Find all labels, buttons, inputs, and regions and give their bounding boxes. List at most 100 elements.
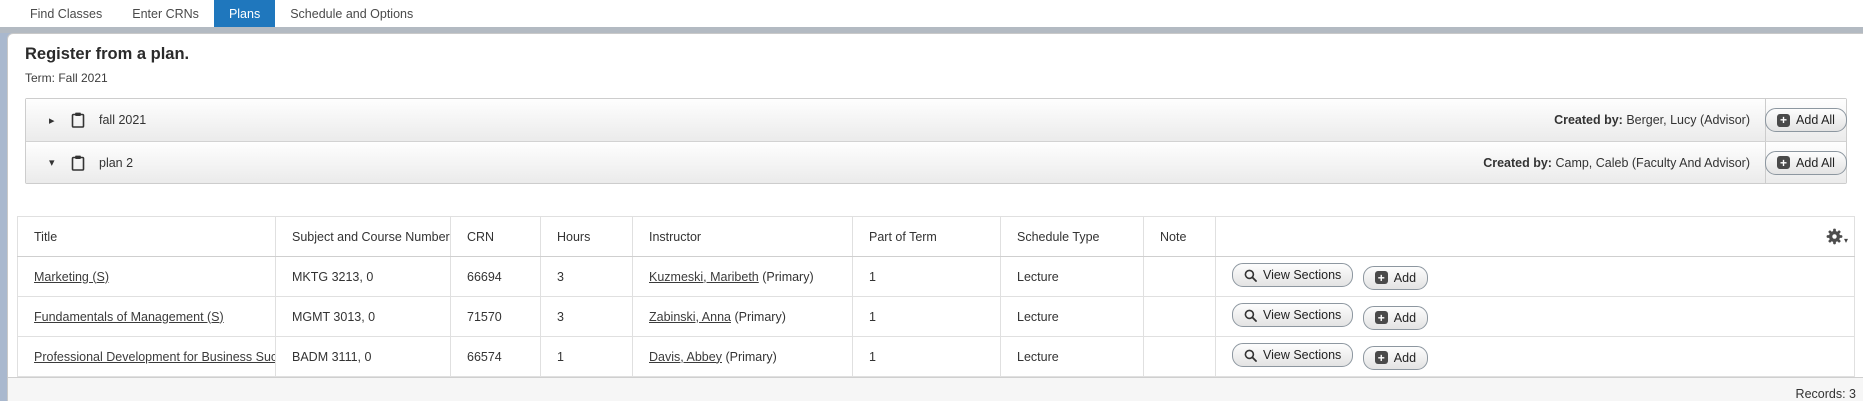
col-title: Title <box>17 216 276 257</box>
add-all-label: Add All <box>1796 155 1835 170</box>
view-sections-label: View Sections <box>1263 348 1342 363</box>
add-all-button[interactable]: + Add All <box>1765 150 1847 175</box>
schedule-type-cell: Lecture <box>1000 256 1144 297</box>
clipboard-icon <box>71 155 85 171</box>
hours-cell: 3 <box>540 296 633 337</box>
gear-icon[interactable] <box>1826 228 1843 245</box>
created-by-value: Berger, Lucy (Advisor) <box>1626 113 1750 127</box>
records-count: Records: 3 <box>1795 387 1856 401</box>
table-settings-control[interactable]: ▾ <box>1826 228 1848 245</box>
course-title-link[interactable]: Professional Development for Business Su… <box>34 349 276 364</box>
view-sections-button[interactable]: View Sections <box>1232 263 1354 288</box>
crn-cell: 66574 <box>450 336 541 377</box>
plus-icon: + <box>1374 351 1388 365</box>
plus-icon: + <box>1777 156 1791 169</box>
plus-icon: + <box>1777 113 1791 127</box>
tab-plans[interactable]: Plans <box>213 0 276 27</box>
schedule-type-cell: Lecture <box>1000 336 1144 377</box>
part-of-term-cell: 1 <box>852 336 1001 377</box>
created-by-value: Camp, Caleb (Faculty And Advisor) <box>1555 155 1750 170</box>
view-sections-label: View Sections <box>1263 268 1342 283</box>
created-by-label: Created by: <box>1483 155 1552 170</box>
col-schedule-type: Schedule Type <box>1000 216 1144 257</box>
view-sections-button[interactable]: View Sections <box>1232 303 1354 328</box>
col-instructor: Instructor <box>632 216 853 257</box>
chevron-down-icon: ▾ <box>1843 236 1848 245</box>
part-of-term-cell: 1 <box>852 256 1001 297</box>
course-title-link[interactable]: Marketing (S) <box>34 269 110 284</box>
tab-enter-crns[interactable]: Enter CRNs <box>132 6 199 21</box>
search-icon <box>1244 269 1257 282</box>
table-footer: Records: 3 <box>8 377 1863 401</box>
tab-find-classes[interactable]: Find Classes <box>30 6 103 21</box>
registration-tab-bar: Find Classes Enter CRNs Plans Schedule a… <box>0 0 1863 27</box>
actions-cell: View Sections + Add <box>1215 336 1855 377</box>
tab-bar-divider <box>0 27 1863 33</box>
col-crn: CRN <box>450 216 541 257</box>
actions-cell: View Sections + Add <box>1215 256 1855 297</box>
instructor-cell: Davis, Abbey (Primary) <box>632 336 853 377</box>
view-sections-button[interactable]: View Sections <box>1232 343 1354 368</box>
plan-header-fall-2021[interactable]: ▸ fall 2021 Created by: Berger, Lucy (Ad… <box>26 99 1847 141</box>
col-actions: ▾ <box>1215 216 1855 257</box>
expanded-triangle-icon[interactable]: ▾ <box>49 157 55 169</box>
created-by-text: Created by: Berger, Lucy (Advisor) <box>1554 113 1765 127</box>
instructor-cell: Kuzmeski, Maribeth (Primary) <box>632 256 853 297</box>
subject-course-cell: MKTG 3213, 0 <box>275 256 451 297</box>
plan-header-plan-2[interactable]: ▾ plan 2 Created by: Camp, Caleb (Facult… <box>26 141 1847 183</box>
schedule-type-cell: Lecture <box>1000 296 1144 337</box>
hours-cell: 1 <box>540 336 633 377</box>
table-row: Professional Development for Business Su… <box>17 336 1855 377</box>
plans-accordion: ▸ fall 2021 Created by: Berger, Lucy (Ad… <box>25 98 1847 184</box>
subject-course-cell: MGMT 3013, 0 <box>275 296 451 337</box>
actions-cell: View Sections + Add <box>1215 296 1855 337</box>
instructor-link[interactable]: Kuzmeski, Maribeth <box>649 269 759 284</box>
course-title-link[interactable]: Fundamentals of Management (S) <box>34 309 224 324</box>
col-hours: Hours <box>540 216 633 257</box>
instructor-role: (Primary) <box>762 269 814 284</box>
part-of-term-cell: 1 <box>852 296 1001 337</box>
instructor-cell: Zabinski, Anna (Primary) <box>632 296 853 337</box>
col-subject-course: Subject and Course Number <box>275 216 451 257</box>
add-label: Add <box>1393 350 1417 365</box>
add-all-button[interactable]: + Add All <box>1765 108 1847 132</box>
note-cell <box>1143 336 1216 377</box>
add-label: Add <box>1393 270 1417 285</box>
created-by-label: Created by: <box>1554 113 1623 127</box>
instructor-role: (Primary) <box>725 349 777 364</box>
add-button[interactable]: + Add <box>1362 265 1429 290</box>
add-button[interactable]: + Add <box>1362 345 1429 370</box>
plan-courses-table: Title Subject and Course Number CRN Hour… <box>17 216 1855 377</box>
register-from-plan-panel: Register from a plan. Term: Fall 2021 ▸ … <box>7 33 1863 401</box>
table-row: Fundamentals of Management (S) MGMT 3013… <box>17 296 1855 337</box>
note-cell <box>1143 296 1216 337</box>
hours-cell: 3 <box>540 256 633 297</box>
search-icon <box>1244 349 1257 362</box>
subject-course-cell: BADM 3111, 0 <box>275 336 451 377</box>
collapsed-triangle-icon[interactable]: ▸ <box>49 114 55 127</box>
search-icon <box>1244 309 1257 322</box>
note-cell <box>1143 256 1216 297</box>
plus-icon: + <box>1374 271 1388 285</box>
table-row: Marketing (S) MKTG 3213, 0 66694 3 Kuzme… <box>17 256 1855 297</box>
plan-courses-table-wrap: Title Subject and Course Number CRN Hour… <box>17 216 1855 377</box>
crn-cell: 66694 <box>450 256 541 297</box>
term-label: Term: Fall 2021 <box>25 71 108 85</box>
col-part-of-term: Part of Term <box>852 216 1001 257</box>
view-sections-label: View Sections <box>1263 308 1342 323</box>
table-header-row: Title Subject and Course Number CRN Hour… <box>17 216 1855 257</box>
add-button[interactable]: + Add <box>1362 305 1429 330</box>
plan-name: fall 2021 <box>99 113 147 127</box>
add-label: Add <box>1393 310 1417 325</box>
crn-cell: 71570 <box>450 296 541 337</box>
page-title: Register from a plan. <box>25 45 190 63</box>
page-background: Register from a plan. Term: Fall 2021 ▸ … <box>0 33 1863 401</box>
add-all-label: Add All <box>1796 113 1835 127</box>
tab-schedule-and-options[interactable]: Schedule and Options <box>290 6 414 21</box>
plus-icon: + <box>1374 311 1388 325</box>
instructor-link[interactable]: Zabinski, Anna <box>649 309 731 324</box>
instructor-role: (Primary) <box>734 309 786 324</box>
instructor-link[interactable]: Davis, Abbey <box>649 349 722 364</box>
clipboard-icon <box>71 112 85 128</box>
created-by-text: Created by: Camp, Caleb (Faculty And Adv… <box>1483 156 1765 170</box>
